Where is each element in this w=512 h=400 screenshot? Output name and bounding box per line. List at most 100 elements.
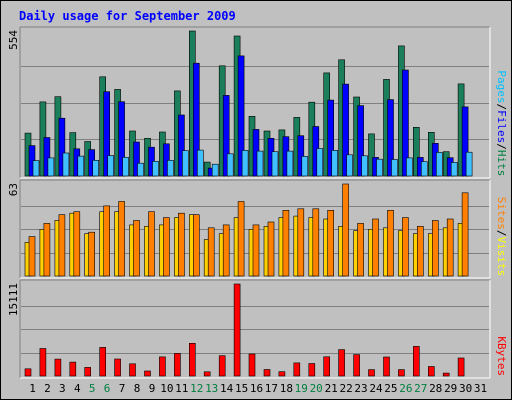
bar-sites-day-19 — [297, 208, 305, 277]
bar-sites-day-1 — [28, 236, 36, 277]
bar-kbytes-day-14 — [218, 355, 226, 377]
bar-pages-day-29 — [450, 162, 458, 177]
bar-pages-day-22 — [346, 154, 353, 177]
x-tick-label: 16 — [250, 382, 263, 395]
x-tick-label: 6 — [104, 382, 111, 395]
bar-pages-day-2 — [47, 157, 55, 177]
x-tick-label: 5 — [89, 382, 96, 395]
bar-pages-day-19 — [301, 156, 309, 177]
x-tick-label: 8 — [134, 382, 141, 395]
bar-pages-day-6 — [107, 155, 114, 177]
bar-sites-day-16 — [252, 224, 260, 277]
bar-files-day-11 — [178, 114, 185, 177]
legend-entry: Visits — [495, 237, 508, 277]
bar-pages-day-9 — [152, 161, 159, 177]
bar-sites-day-26 — [402, 217, 409, 277]
x-tick-label: 21 — [325, 382, 338, 395]
bar-files-day-12 — [193, 62, 200, 177]
x-tick-label: 30 — [459, 382, 472, 395]
bar-pages-day-10 — [167, 160, 174, 177]
legend-entry: Pages — [495, 70, 508, 103]
bar-kbytes-day-13 — [203, 371, 211, 377]
bar-pages-day-7 — [122, 157, 129, 177]
bar-sites-day-3 — [58, 214, 66, 277]
bar-files-day-23 — [357, 105, 364, 177]
legend-entry: / — [495, 230, 508, 237]
bar-pages-day-11 — [182, 150, 189, 177]
bar-files-day-7 — [118, 101, 125, 177]
x-tick-label: 20 — [310, 382, 323, 395]
bar-kbytes-day-1 — [24, 368, 32, 377]
bar-pages-day-1 — [32, 160, 40, 177]
x-tick-label: 10 — [160, 382, 173, 395]
bar-sites-day-12 — [193, 214, 200, 277]
bar-sites-day-14 — [222, 224, 230, 277]
bar-kbytes-day-9 — [144, 370, 151, 377]
bar-hits-day-27 — [412, 127, 420, 177]
bar-pages-day-8 — [137, 162, 144, 177]
y-max-label: 63 — [7, 183, 20, 196]
bar-sites-day-8 — [133, 220, 140, 277]
bar-kbytes-day-27 — [412, 346, 420, 377]
bar-pages-day-3 — [62, 152, 70, 177]
bar-kbytes-day-26 — [398, 369, 405, 377]
bar-sites-day-30 — [461, 192, 469, 277]
bar-kbytes-day-6 — [99, 347, 106, 377]
bar-sites-day-18 — [282, 210, 290, 277]
bar-sites-day-6 — [103, 205, 110, 277]
bar-kbytes-day-11 — [174, 353, 181, 377]
bar-pages-day-30 — [465, 151, 473, 177]
bar-sites-day-5 — [88, 231, 95, 277]
bar-sites-day-29 — [446, 218, 454, 277]
bar-kbytes-day-24 — [368, 369, 375, 377]
bar-sites-day-28 — [431, 220, 439, 277]
bar-pages-day-26 — [406, 157, 413, 177]
bar-pages-day-20 — [316, 148, 324, 177]
bar-kbytes-day-30 — [457, 357, 465, 377]
bar-kbytes-day-2 — [39, 348, 47, 377]
y-max-label: 15111 — [7, 283, 20, 316]
bar-kbytes-day-15 — [233, 283, 241, 377]
bar-sites-day-27 — [416, 226, 424, 277]
x-tick-label: 17 — [265, 382, 278, 395]
legend-entry: KBytes — [495, 336, 508, 376]
x-tick-label: 22 — [339, 382, 352, 395]
x-tick-label: 18 — [280, 382, 293, 395]
x-tick-label: 9 — [149, 382, 156, 395]
bar-pages-day-16 — [256, 150, 264, 177]
legend-entry: / — [495, 143, 508, 150]
bar-files-day-22 — [342, 83, 349, 177]
x-tick-label: 14 — [220, 382, 234, 395]
x-tick-label: 15 — [235, 382, 248, 395]
bar-kbytes-day-8 — [129, 363, 136, 377]
bar-kbytes-day-19 — [293, 362, 301, 377]
bar-pages-day-12 — [197, 149, 204, 177]
x-tick-label: 19 — [295, 382, 308, 395]
bar-pages-day-24 — [376, 158, 383, 177]
bar-sites-day-9 — [148, 211, 155, 277]
bar-sites-day-15 — [237, 201, 245, 277]
bar-files-day-14 — [222, 95, 230, 177]
x-tick-label: 29 — [444, 382, 457, 395]
x-tick-label: 31 — [474, 382, 487, 395]
bar-pages-day-21 — [331, 150, 339, 177]
legend-entry: Hits — [495, 150, 508, 177]
bar-sites-day-2 — [43, 223, 51, 277]
x-tick-label: 25 — [384, 382, 397, 395]
x-tick-label: 27 — [414, 382, 427, 395]
x-tick-label: 12 — [190, 382, 203, 395]
bar-kbytes-day-7 — [114, 358, 121, 377]
bar-kbytes-day-25 — [383, 356, 390, 377]
bar-files-day-15 — [237, 55, 245, 177]
bar-kbytes-day-28 — [427, 366, 435, 377]
x-tick-label: 23 — [354, 382, 367, 395]
x-tick-label: 11 — [175, 382, 188, 395]
bar-files-day-2 — [43, 137, 51, 177]
x-tick-label: 26 — [399, 382, 412, 395]
bar-sites-day-21 — [327, 210, 335, 277]
bar-sites-day-23 — [357, 223, 364, 277]
bar-kbytes-day-22 — [338, 349, 345, 377]
bar-kbytes-day-5 — [84, 367, 91, 377]
bar-kbytes-day-10 — [159, 356, 166, 377]
